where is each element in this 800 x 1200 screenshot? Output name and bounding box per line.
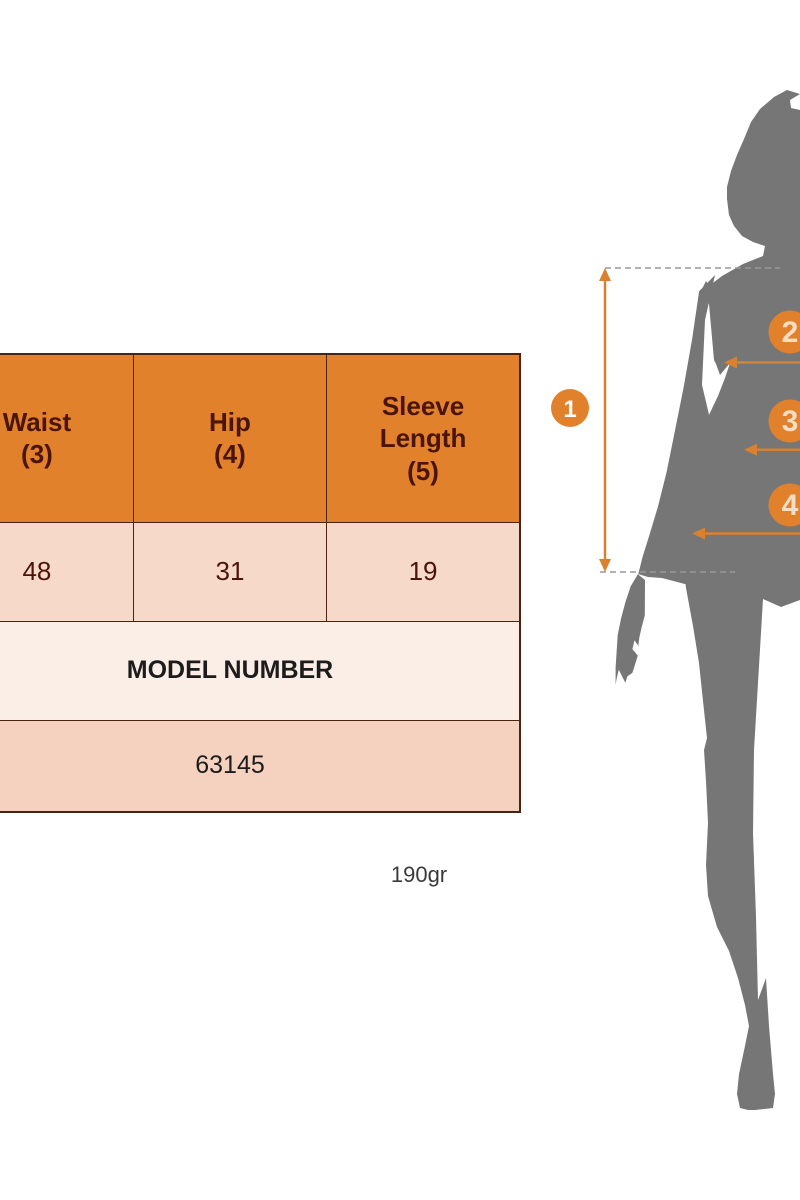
svg-text:3: 3 [782,405,799,438]
svg-text:1: 1 [563,396,576,423]
svg-text:4: 4 [782,489,799,522]
svg-text:2: 2 [782,316,799,349]
